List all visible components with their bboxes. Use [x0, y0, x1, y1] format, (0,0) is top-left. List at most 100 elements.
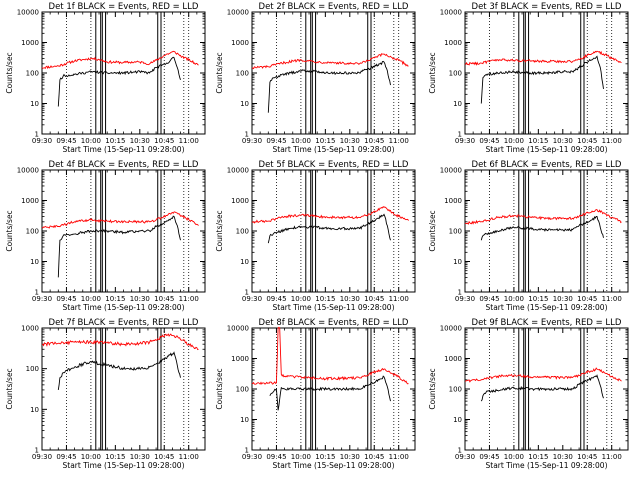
x-tick-label: 11:00 [389, 295, 409, 303]
y-tick-label: 10 [453, 416, 462, 424]
x-tick-label: 10:45 [577, 137, 597, 145]
y-tick-label: 1 [458, 447, 462, 455]
x-tick-label: 10:30 [340, 295, 360, 303]
panel-title: Det 1f BLACK = Events, RED = LLD [49, 2, 199, 12]
lld-rate-line [464, 367, 622, 383]
x-tick-label: 11:00 [389, 453, 409, 461]
detector-panel-9: Det 9f BLACK = Events, RED = LLD 1 10 100 10… [428, 318, 629, 470]
lld-rate-line [252, 326, 409, 385]
y-tick-label: 1000 [231, 39, 249, 47]
detector-panel-5: Det 5f BLACK = Events, RED = LLD 1 10 100 10… [215, 160, 416, 312]
y-axis-title: Counts/sec [5, 52, 14, 93]
y-tick-label: 1 [35, 131, 39, 139]
x-tick-label: 11:00 [602, 137, 622, 145]
y-tick-label: 100 [449, 228, 462, 236]
x-tick-label: 10:15 [528, 295, 548, 303]
x-tick-label: 11:00 [179, 453, 199, 461]
x-tick-label: 10:15 [105, 295, 125, 303]
x-tick-label: 10:45 [364, 453, 384, 461]
x-tick-label: 11:00 [179, 295, 199, 303]
detector-panel-6: Det 6f BLACK = Events, RED = LLD 1 10 100 10… [428, 160, 629, 312]
y-tick-label: 1000 [21, 325, 39, 333]
y-tick-label: 10000 [227, 167, 249, 175]
y-tick-label: 1 [245, 131, 249, 139]
x-tick-label: 10:00 [81, 453, 101, 461]
y-tick-label: 1000 [21, 39, 39, 47]
x-tick-label: 10:45 [154, 295, 174, 303]
y-axis-title: Counts/sec [5, 210, 14, 251]
x-axis-title: Start Time (15-Sep-11 09:28:00) [486, 461, 608, 470]
y-tick-label: 1000 [444, 39, 462, 47]
x-tick-label: 09:45 [266, 453, 286, 461]
x-tick-label: 09:30 [32, 295, 52, 303]
x-tick-label: 10:30 [340, 137, 360, 145]
y-axis-title: Counts/sec [215, 368, 224, 409]
y-tick-label: 100 [26, 365, 39, 373]
events-rate-line [57, 215, 181, 278]
y-tick-label: 100 [449, 386, 462, 394]
panel-title: Det 4f BLACK = Events, RED = LLD [49, 160, 199, 170]
y-tick-label: 100 [236, 386, 249, 394]
x-tick-label: 11:00 [602, 453, 622, 461]
y-tick-label: 1 [245, 289, 249, 297]
events-rate-line [269, 375, 391, 411]
y-tick-label: 1 [245, 447, 249, 455]
y-tick-label: 10000 [440, 325, 462, 333]
y-axis-title: Counts/sec [428, 52, 437, 93]
y-axis-title: Counts/sec [428, 210, 437, 251]
y-axis-title: Counts/sec [215, 210, 224, 251]
lld-rate-line [41, 333, 199, 351]
x-tick-label: 10:45 [364, 295, 384, 303]
x-tick-label: 10:45 [577, 295, 597, 303]
panel-title: Det 3f BLACK = Events, RED = LLD [472, 2, 622, 12]
lld-rate-line [464, 209, 622, 225]
x-tick-label: 10:45 [364, 137, 384, 145]
x-tick-label: 11:00 [179, 137, 199, 145]
events-rate-line [267, 213, 391, 244]
x-tick-label: 10:00 [291, 295, 311, 303]
x-tick-label: 09:30 [455, 137, 475, 145]
y-tick-label: 1000 [231, 355, 249, 363]
x-tick-label: 10:00 [504, 453, 524, 461]
y-tick-label: 1 [458, 131, 462, 139]
y-tick-label: 10 [240, 258, 249, 266]
x-tick-label: 09:45 [56, 137, 76, 145]
x-tick-label: 10:30 [130, 453, 150, 461]
x-axis-title: Start Time (15-Sep-11 09:28:00) [486, 303, 608, 312]
x-tick-label: 10:00 [291, 137, 311, 145]
y-tick-label: 10000 [227, 325, 249, 333]
x-tick-label: 10:15 [315, 453, 335, 461]
y-tick-label: 10 [30, 406, 39, 414]
x-tick-label: 09:30 [242, 295, 262, 303]
y-tick-label: 100 [449, 70, 462, 78]
events-rate-line [267, 60, 391, 113]
y-tick-label: 10000 [227, 9, 249, 17]
y-axis-title: Counts/sec [215, 52, 224, 93]
x-axis-title: Start Time (15-Sep-11 09:28:00) [273, 145, 395, 154]
panel-title: Det 9f BLACK = Events, RED = LLD [472, 318, 622, 328]
y-tick-label: 10000 [440, 167, 462, 175]
x-tick-label: 10:15 [315, 295, 335, 303]
y-axis-title: Counts/sec [428, 368, 437, 409]
panel-title: Det 6f BLACK = Events, RED = LLD [472, 160, 622, 170]
x-tick-label: 10:30 [340, 453, 360, 461]
panel-title: Det 7f BLACK = Events, RED = LLD [49, 318, 199, 328]
x-tick-label: 09:45 [479, 137, 499, 145]
x-tick-label: 10:30 [130, 295, 150, 303]
events-rate-line [57, 56, 181, 107]
y-tick-label: 1000 [21, 197, 39, 205]
y-tick-label: 10000 [17, 9, 39, 17]
x-axis-title: Start Time (15-Sep-11 09:28:00) [63, 461, 185, 470]
y-tick-label: 10000 [17, 167, 39, 175]
y-axis-title: Counts/sec [5, 368, 14, 409]
y-tick-label: 10 [240, 100, 249, 108]
events-rate-line [480, 55, 604, 104]
x-tick-label: 10:15 [105, 453, 125, 461]
y-tick-label: 1000 [444, 197, 462, 205]
lld-rate-line [251, 53, 409, 70]
x-tick-label: 09:45 [479, 453, 499, 461]
lld-rate-line [464, 50, 622, 66]
y-tick-label: 100 [26, 70, 39, 78]
detector-panel-2: Det 2f BLACK = Events, RED = LLD 1 10 100 10… [215, 2, 416, 154]
panel-title: Det 5f BLACK = Events, RED = LLD [259, 160, 409, 170]
